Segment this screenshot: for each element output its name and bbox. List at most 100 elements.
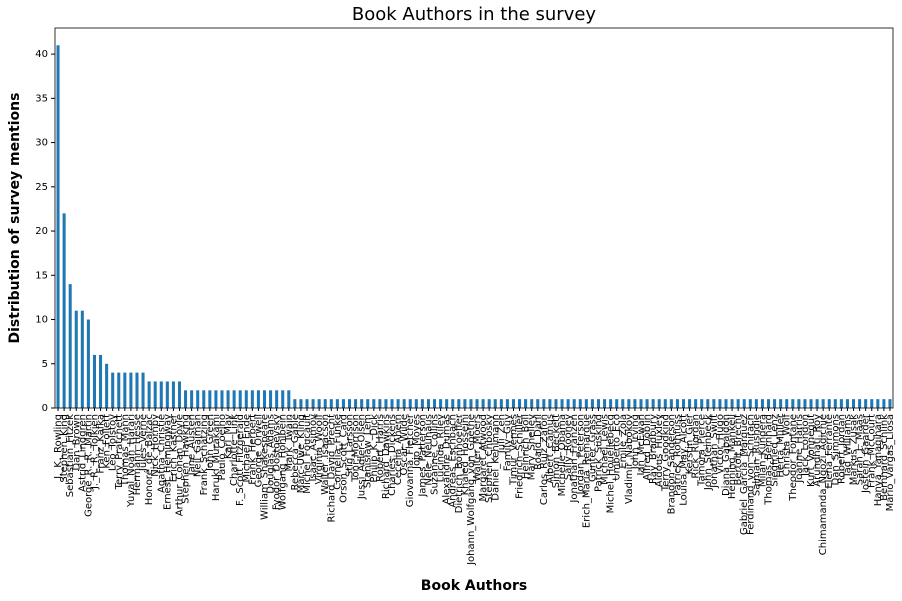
bar <box>499 399 503 408</box>
bar <box>390 399 394 408</box>
bar <box>305 399 309 408</box>
x-tick-label: Richard_Dawkins <box>381 414 392 499</box>
bar <box>864 399 868 408</box>
x-tick-label: Jussi_Adler-Olsen <box>357 414 368 500</box>
bar <box>190 390 194 408</box>
bar <box>414 399 418 408</box>
bar <box>80 310 84 408</box>
bar <box>542 399 546 408</box>
bar <box>845 399 849 408</box>
bar <box>451 399 455 408</box>
bar <box>366 399 370 408</box>
bar <box>736 399 740 408</box>
x-tick-label: Cornelia_Funke <box>332 414 343 490</box>
x-tick-label: Sarah_J._Maas <box>855 414 866 485</box>
bar <box>706 399 710 408</box>
bar <box>220 390 224 408</box>
x-tick-label: Frank_Herbert <box>247 414 258 485</box>
x-tick-label: J._K._Rowling <box>53 414 64 480</box>
bar <box>226 390 230 408</box>
bar <box>487 399 491 408</box>
x-tick-label: Patrick_Rothfuss <box>672 414 683 496</box>
x-tick-label: Simon_Beckett <box>551 414 562 488</box>
x-tick-label: Alexandre_Dumas <box>442 414 453 505</box>
bar <box>129 372 133 408</box>
x-tick-label: Orson_Scott_Card <box>338 414 349 503</box>
bar <box>827 399 831 408</box>
bar <box>590 399 594 408</box>
x-tick-label: Kurt_Vonnegut <box>806 414 817 487</box>
x-tick-label: George_R._R._Martin <box>83 414 94 517</box>
bar <box>384 399 388 408</box>
bar <box>578 399 582 408</box>
bar <box>111 372 115 408</box>
x-tick-label: William_Shakespeare <box>260 414 271 520</box>
bar <box>669 399 673 408</box>
x-tick-label: Michelle_Obama <box>557 414 568 496</box>
bar <box>645 399 649 408</box>
bar <box>62 213 66 408</box>
y-tick-label: 35 <box>35 93 48 104</box>
bar <box>505 399 509 408</box>
x-tick-label: Sally_Rooney <box>563 414 574 480</box>
x-tick-label: Stig_Larsson <box>345 414 356 477</box>
bar <box>773 399 777 408</box>
x-tick-label: Karl_May <box>223 414 234 459</box>
x-tick-label: Franz_Kafka <box>96 414 107 474</box>
x-tick-label: Cecelia_Ahern <box>393 414 404 485</box>
bar <box>214 390 218 408</box>
bar <box>244 390 248 408</box>
bar <box>275 390 279 408</box>
bar <box>572 399 576 408</box>
bar <box>408 399 412 408</box>
bar <box>372 399 376 408</box>
bar <box>299 399 303 408</box>
bar <box>815 399 819 408</box>
x-tick-label: Andreas_Eschbach <box>448 414 459 508</box>
x-tick-label: Frank_McCourt <box>867 414 878 488</box>
x-tick-label: Giovanna_Fletcher <box>405 413 416 507</box>
x-tick-label: Yuval_Noah_Harari <box>126 414 137 508</box>
x-tick-label: Rick_Riordan <box>691 414 702 479</box>
x-tick-label: Thomas_Bernhard <box>764 414 775 506</box>
x-tick-label: Honoré_de_Balzac <box>143 414 155 505</box>
x-tick-label: Aldous_Huxley <box>654 414 665 487</box>
x-tick-label: Heinrich_Böll <box>521 414 532 479</box>
x-tick-label: Haruki_Murakami <box>211 414 222 501</box>
bar <box>269 390 273 408</box>
x-tick-label: Mario_Vargas_Llosa <box>885 414 896 511</box>
bar <box>117 372 121 408</box>
bar <box>712 399 716 408</box>
bar <box>238 390 242 408</box>
bar <box>754 399 758 408</box>
bar <box>530 399 534 408</box>
bar <box>92 354 96 408</box>
y-tick-label: 40 <box>35 49 48 60</box>
x-tick-label: Albert_Camus <box>545 414 556 484</box>
bar <box>165 381 169 408</box>
bar <box>171 381 175 408</box>
bar <box>839 399 843 408</box>
bar <box>779 399 783 408</box>
bar <box>396 399 400 408</box>
x-tick-label: Frank_Schätzing <box>199 414 210 495</box>
bar <box>457 399 461 408</box>
x-tick-label: Charlotte_Link <box>229 414 240 486</box>
x-tick-label: F._Scott_Fitzgerald <box>235 414 246 506</box>
bar <box>627 399 631 408</box>
x-tick-label: Michel_Foucault <box>302 414 313 494</box>
bar <box>360 399 364 408</box>
x-tick-label: Suzanne_Collins <box>430 414 441 495</box>
y-tick-label: 5 <box>42 359 48 370</box>
bar <box>797 399 801 408</box>
bar <box>833 399 837 408</box>
y-tick-label: 25 <box>35 182 48 193</box>
x-tick-label: Robert_Harris <box>375 414 386 482</box>
bar <box>742 399 746 408</box>
x-tick-label: Robert_Jordan <box>836 414 847 484</box>
bar <box>74 310 78 408</box>
bar <box>663 399 667 408</box>
x-tick-label: Juli_Zeh <box>496 414 507 454</box>
x-tick-label: Astrid_Lindgren <box>77 414 88 492</box>
bar <box>694 399 698 408</box>
